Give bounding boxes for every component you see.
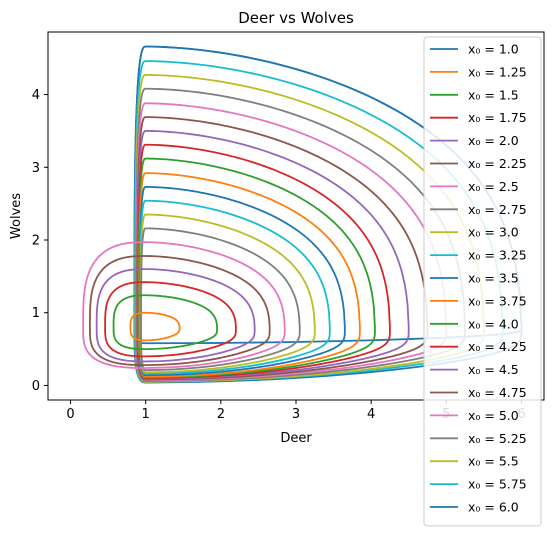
series-line [82, 241, 286, 369]
chart-title: Deer vs Wolves [238, 9, 354, 27]
legend-entry-label: x₀ = 4.25 [468, 339, 527, 354]
legend-entry-label: x₀ = 1.75 [468, 110, 527, 125]
series-line [95, 268, 256, 363]
legend-entry-label: x₀ = 6.0 [468, 500, 519, 515]
legend-entry-label: x₀ = 2.25 [468, 156, 527, 171]
x-tick-label: 2 [217, 407, 225, 422]
y-tick-label: 4 [32, 88, 40, 103]
legend-entry-label: x₀ = 5.5 [468, 454, 519, 469]
legend-entry-label: x₀ = 5.75 [468, 477, 527, 492]
series-line [112, 294, 218, 350]
legend-entry-label: x₀ = 2.0 [468, 133, 519, 148]
legend-entry-label: x₀ = 3.0 [468, 225, 519, 240]
legend-entry-label: x₀ = 5.0 [468, 408, 519, 423]
legend-box [423, 36, 542, 527]
y-tick-label: 2 [32, 234, 40, 249]
x-tick-label: 0 [66, 407, 74, 422]
legend: x₀ = 1.0 x₀ = 1.25 x₀ = 1.5 x₀ = 1.75 x₀ = 2… [423, 36, 542, 527]
x-tick-label: 4 [367, 407, 375, 422]
y-tick-label: 1 [32, 306, 40, 321]
legend-entry-label: x₀ = 1.25 [468, 64, 527, 79]
legend-entry-label: x₀ = 4.0 [468, 316, 519, 331]
legend-entry-label: x₀ = 3.25 [468, 248, 527, 263]
series-line [88, 255, 271, 366]
legend-entry-label: x₀ = 4.75 [468, 385, 527, 400]
legend-entry-label: x₀ = 1.0 [468, 42, 519, 57]
legend-entry-label: x₀ = 3.75 [468, 293, 527, 308]
y-tick-label: 3 [32, 161, 40, 176]
legend-entry-label: x₀ = 5.25 [468, 431, 527, 446]
x-tick-label: 1 [142, 407, 150, 422]
x-axis-label: Deer [280, 431, 312, 446]
series-line [140, 227, 301, 372]
legend-entry-label: x₀ = 4.5 [468, 362, 519, 377]
legend-entry-label: x₀ = 3.5 [468, 271, 519, 286]
legend-entry-label: x₀ = 2.75 [468, 202, 527, 217]
series-line [104, 281, 237, 358]
y-tick-label: 0 [32, 379, 40, 394]
series-line [129, 311, 181, 342]
legend-entry-label: x₀ = 1.5 [468, 87, 519, 102]
plot-frame [47, 31, 545, 401]
x-tick-label: 3 [292, 407, 300, 422]
y-axis-ticks: 0 1 2 3 4 [32, 88, 48, 394]
legend-entry-label: x₀ = 2.5 [468, 179, 519, 194]
y-axis-label: Wolves [9, 193, 24, 239]
curves-group [82, 45, 523, 384]
